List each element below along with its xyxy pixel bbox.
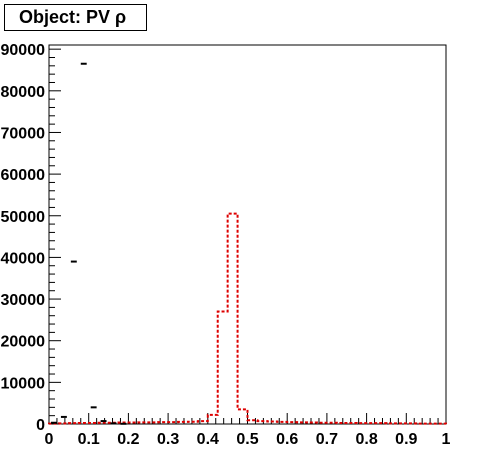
x-tick-label: 0.5 [236,431,258,448]
chart-title: Object: PV ρ [4,4,147,31]
x-tick-label: 1 [442,431,451,448]
x-tick-label: 0.6 [276,431,298,448]
x-tick-label: 0.9 [395,431,417,448]
chart-title-text: Object: PV ρ [19,7,127,27]
data-marks [48,62,447,425]
x-tick-label: 0.3 [157,431,179,448]
y-tick-label: 0 [36,417,45,434]
x-tick-label: 0.1 [78,431,100,448]
y-tick-label: 10000 [1,375,46,392]
y-tick-label: 30000 [1,292,46,309]
x-tick-label: 0.7 [316,431,338,448]
y-tick-label: 20000 [1,334,46,351]
x-tick-label: 0.2 [117,431,139,448]
red-dashed-histogram [48,212,447,425]
y-tick-label: 40000 [1,250,46,267]
x-tick-label: 0.8 [355,431,377,448]
y-tick-label: 70000 [1,125,46,142]
axis-ticks [48,48,447,425]
x-tick-label: 0 [45,431,54,448]
y-tick-label: 90000 [1,42,46,59]
y-tick-label: 50000 [1,209,46,226]
y-tick-label: 80000 [1,84,46,101]
y-tick-label: 60000 [1,167,46,184]
tick-labels: 0 0.1 0.2 0.3 0.4 0.5 0.6 0.7 0.8 0.9 1 0 10000 20000… [1,42,451,448]
plot-frame [48,44,447,425]
x-tick-label: 0.4 [197,431,219,448]
